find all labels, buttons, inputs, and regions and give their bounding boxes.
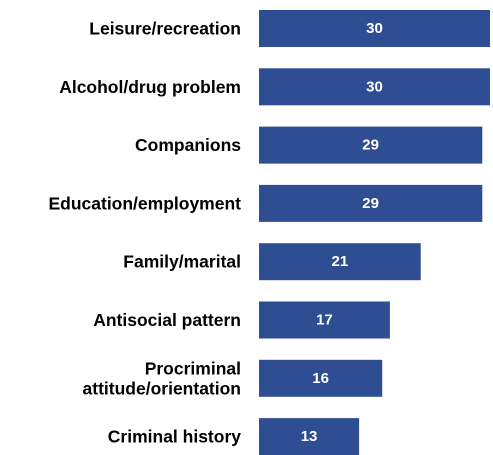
data-labels: 30 30 29 29 21 17 16 13 [301, 20, 383, 445]
bar [259, 10, 490, 47]
category-label: Companions [135, 135, 241, 155]
category-label: Criminal history [108, 427, 241, 447]
bar-value-label: 21 [332, 253, 349, 270]
category-label: Procriminal [145, 358, 241, 378]
bar-value-label: 29 [362, 137, 379, 154]
bar-value-label: 30 [366, 20, 383, 37]
category-label: attitude/orientation [83, 378, 241, 398]
bar-value-label: 17 [316, 312, 333, 329]
bars [259, 10, 490, 455]
category-label: Family/marital [123, 252, 241, 272]
bar [259, 243, 421, 281]
bar [259, 418, 360, 455]
bar [259, 359, 383, 397]
category-labels: Leisure/recreation Alcohol/drug problem Co… [48, 19, 241, 447]
bar [259, 301, 390, 339]
bar [259, 184, 483, 222]
bar-value-label: 29 [362, 195, 379, 212]
bar-value-label: 16 [312, 370, 329, 387]
category-label: Alcohol/drug problem [59, 77, 241, 97]
bar [259, 68, 490, 106]
bar-value-label: 30 [366, 78, 383, 95]
category-label: Antisocial pattern [93, 310, 241, 330]
category-label: Education/employment [48, 193, 241, 213]
bar [259, 126, 483, 164]
category-label: Leisure/recreation [89, 19, 241, 39]
bar-value-label: 13 [301, 428, 318, 445]
